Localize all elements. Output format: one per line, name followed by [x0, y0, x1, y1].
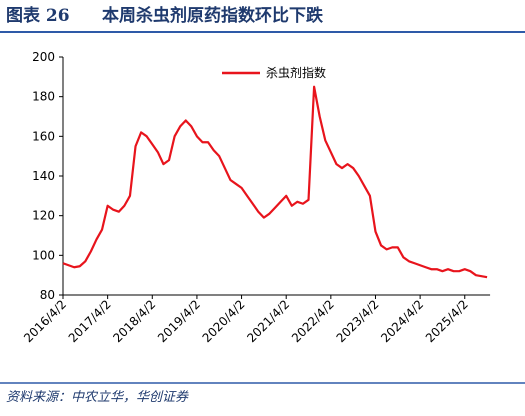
x-tick-label: 2021/4/2 — [244, 297, 292, 345]
x-tick-label: 2025/4/2 — [423, 297, 471, 345]
y-tick-label: 200 — [32, 50, 55, 64]
x-tick-label: 2016/4/2 — [21, 297, 69, 345]
x-tick-label: 2018/4/2 — [110, 297, 158, 345]
x-tick-label: 2022/4/2 — [289, 297, 337, 345]
figure-title: 本周杀虫剂原药指数环比下跌 — [102, 5, 324, 26]
y-tick-label: 100 — [32, 248, 55, 262]
y-tick-label: 140 — [32, 169, 55, 183]
line-series — [62, 85, 488, 279]
y-tick-label: 180 — [32, 90, 55, 104]
y-tick-label: 120 — [32, 209, 55, 223]
x-tick-label: 2017/4/2 — [66, 297, 114, 345]
source-note: 资料来源：中农立华，华创证券 — [6, 390, 189, 405]
x-tick-label: 2023/4/2 — [334, 297, 382, 345]
y-tick-label: 80 — [40, 288, 55, 302]
y-tick-label: 160 — [32, 129, 55, 143]
x-tick-label: 2020/4/2 — [200, 297, 248, 345]
legend-label: 杀虫剂指数 — [266, 65, 326, 80]
figure-label: 图表 26 — [6, 5, 70, 26]
x-tick-label: 2024/4/2 — [378, 297, 426, 345]
x-tick-label: 2019/4/2 — [155, 297, 203, 345]
